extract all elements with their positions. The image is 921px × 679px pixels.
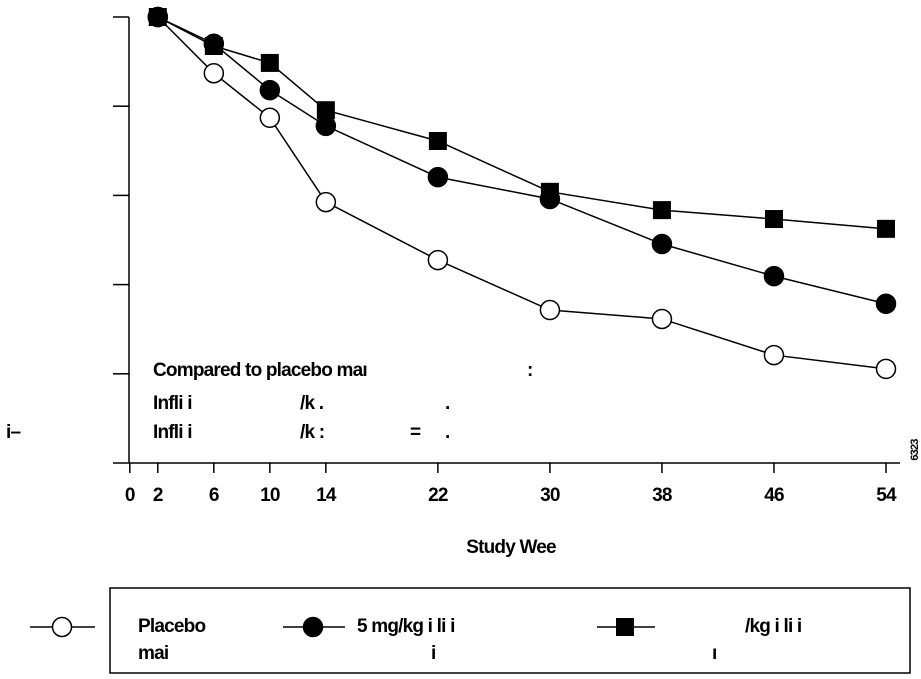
- legend-label: ı: [712, 643, 716, 664]
- marker: [316, 101, 335, 120]
- x-tick-label: 30: [540, 485, 560, 506]
- marker: [875, 293, 897, 315]
- marker: [427, 249, 449, 271]
- legend-label: Placebo: [138, 616, 205, 637]
- x-tick-label: 38: [652, 485, 672, 506]
- legend-box: [109, 587, 911, 674]
- annotation: Compared to placebo maı: [153, 360, 367, 381]
- x-tick-label: 6: [209, 485, 219, 506]
- marker: [260, 53, 279, 72]
- marker: [540, 182, 559, 201]
- marker: [204, 36, 223, 55]
- x-tick-label: 10: [260, 485, 280, 506]
- marker: [651, 233, 673, 255]
- legend-label: 5 mg/kg i li i: [357, 616, 455, 637]
- marker: [875, 358, 897, 380]
- legend-label: i: [431, 643, 435, 664]
- legend-marker: [616, 618, 634, 636]
- marker: [148, 8, 167, 26]
- x-tick-label: 2: [153, 485, 163, 506]
- marker: [428, 131, 447, 150]
- annotation: /k .: [300, 393, 323, 414]
- annotation: .: [445, 393, 449, 414]
- x-tick-label: 22: [428, 485, 448, 506]
- marker: [876, 219, 895, 238]
- marker: [259, 79, 281, 101]
- marker: [539, 299, 561, 321]
- marker: [651, 308, 673, 330]
- annotation: Infli i: [153, 422, 192, 443]
- marker: [764, 210, 783, 229]
- x-tick-label: 0: [125, 485, 135, 506]
- marker: [763, 265, 785, 287]
- x-tick-label: 54: [876, 485, 897, 506]
- annotation: /k :: [300, 422, 324, 443]
- side-label: i–: [6, 422, 20, 443]
- marker: [652, 201, 671, 220]
- marker: [427, 166, 449, 188]
- legend-marker: [51, 616, 73, 638]
- x-tick-label: 14: [316, 485, 337, 506]
- legend-label: mai: [138, 643, 168, 664]
- x-axis-label: Study Wee: [466, 537, 556, 558]
- marker: [203, 62, 225, 84]
- legend-marker: [302, 616, 324, 638]
- annotation: :: [527, 360, 533, 381]
- annotation: .: [445, 422, 449, 443]
- x-tick-label: 46: [764, 485, 784, 506]
- marker: [763, 344, 785, 366]
- figure-code: 6323: [909, 439, 921, 461]
- annotation: =: [410, 422, 421, 443]
- marker: [315, 191, 337, 213]
- annotation: Infli i: [153, 393, 192, 414]
- legend-label: /kg i li i: [745, 616, 801, 637]
- marker: [259, 107, 281, 129]
